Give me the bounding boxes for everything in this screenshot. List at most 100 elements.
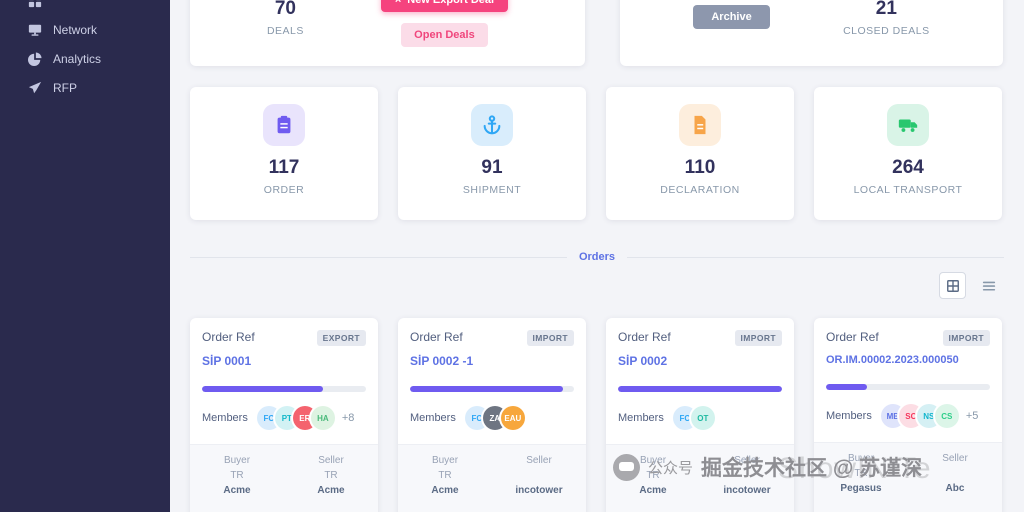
member-avatars: MB SC NS CS bbox=[880, 404, 959, 428]
list-view-button[interactable] bbox=[975, 272, 1002, 299]
member-avatars: FC OT bbox=[672, 406, 715, 430]
order-progress-bar bbox=[826, 384, 990, 390]
buyer-country: TR bbox=[646, 470, 660, 481]
close-icon: × bbox=[395, 0, 401, 6]
stat-label: DECLARATION bbox=[660, 184, 740, 196]
seller-name: incotower bbox=[515, 485, 563, 496]
rfp-icon bbox=[28, 81, 42, 93]
order-ref-link[interactable]: SİP 0001 bbox=[202, 354, 252, 368]
order-type-badge: EXPORT bbox=[316, 330, 366, 346]
closed-deals-stat: 21 CLOSED DEALS bbox=[843, 0, 930, 37]
truck-icon bbox=[887, 104, 929, 146]
extra-members-count[interactable]: +8 bbox=[341, 412, 355, 424]
buyer-column: Buyer TR Acme bbox=[398, 455, 492, 512]
closed-deals-card: Archive 21 CLOSED DEALS bbox=[620, 0, 1003, 66]
grid-view-button[interactable] bbox=[939, 272, 966, 299]
closed-deals-label: CLOSED DEALS bbox=[843, 24, 930, 37]
deals-card: 70 DEALS ×New Export Deal Open Deals bbox=[190, 0, 585, 66]
order-ref-link[interactable]: SİP 0002 bbox=[618, 354, 668, 368]
order-parties: Buyer TR Acme Seller TR Acme bbox=[190, 444, 378, 512]
buyer-label: Buyer bbox=[639, 455, 667, 466]
list-view-icon bbox=[982, 281, 995, 291]
buyer-country: TR bbox=[438, 470, 452, 481]
order-progress-bar bbox=[410, 386, 574, 392]
order-ref-link[interactable]: SİP 0002 -1 bbox=[410, 354, 474, 368]
order-card[interactable]: Order Ref EXPORT SİP 0001 Members FC PT … bbox=[190, 318, 378, 512]
avatar[interactable]: EAU bbox=[500, 406, 525, 430]
seller-name: incotower bbox=[723, 485, 771, 496]
stat-value: 110 bbox=[684, 157, 716, 178]
grid-view-icon bbox=[946, 279, 959, 292]
seller-country: TR bbox=[324, 470, 338, 481]
order-ref-label: Order Ref bbox=[202, 330, 255, 344]
buyer-column: Buyer TR Pegasus bbox=[814, 453, 908, 512]
stats-row: 117 ORDER 91 SHIPMENT 110 DECLARATION bbox=[190, 87, 1002, 220]
sidebar-item-analytics[interactable]: Analytics bbox=[0, 44, 170, 73]
buyer-label: Buyer bbox=[431, 455, 459, 466]
order-ref-link[interactable]: OR.IM.00002.2023.000050 bbox=[826, 354, 959, 366]
buyer-label: Buyer bbox=[847, 453, 875, 464]
seller-column: Seller incotower bbox=[492, 455, 586, 512]
open-deals-button[interactable]: Open Deals bbox=[401, 22, 488, 47]
extra-members-count[interactable]: +5 bbox=[965, 410, 979, 422]
deals-count: 70 bbox=[274, 0, 296, 19]
order-progress-bar bbox=[202, 386, 366, 392]
stat-value: 91 bbox=[481, 157, 503, 178]
order-card[interactable]: Order Ref IMPORT OR.IM.00002.2023.000050… bbox=[814, 318, 1002, 512]
sidebar-item-label: RFP bbox=[53, 80, 77, 95]
buyer-name: Acme bbox=[431, 485, 459, 496]
stat-card-order: 117 ORDER bbox=[190, 87, 378, 220]
grid-icon bbox=[28, 1, 42, 7]
sidebar: Network Analytics RFP bbox=[0, 0, 170, 512]
buyer-name: Acme bbox=[223, 485, 251, 496]
anchor-icon bbox=[471, 104, 513, 146]
buyer-label: Buyer bbox=[223, 455, 251, 466]
members-label: Members bbox=[202, 412, 248, 424]
seller-name: Acme bbox=[317, 485, 345, 496]
stat-value: 264 bbox=[892, 157, 924, 178]
archive-button[interactable]: Archive bbox=[693, 5, 770, 29]
avatar[interactable]: HA bbox=[310, 406, 335, 430]
sidebar-item-rfp[interactable]: RFP bbox=[0, 73, 170, 102]
order-ref-label: Order Ref bbox=[618, 330, 671, 344]
stat-card-declaration: 110 DECLARATION bbox=[606, 87, 794, 220]
analytics-icon bbox=[28, 51, 42, 66]
members-label: Members bbox=[618, 412, 664, 424]
seller-name: Abc bbox=[945, 483, 965, 494]
stat-label: ORDER bbox=[263, 184, 305, 196]
seller-label: Seller bbox=[318, 455, 344, 466]
buyer-column: Buyer TR Acme bbox=[606, 455, 700, 512]
sidebar-item-network[interactable]: Network bbox=[0, 15, 170, 44]
avatar[interactable]: CS bbox=[934, 404, 959, 428]
members-label: Members bbox=[826, 410, 872, 422]
new-export-deal-button[interactable]: ×New Export Deal bbox=[380, 0, 509, 12]
order-type-badge: IMPORT bbox=[526, 330, 574, 346]
seller-label: Seller bbox=[734, 455, 760, 466]
network-icon bbox=[28, 24, 42, 36]
stat-card-shipment: 91 SHIPMENT bbox=[398, 87, 586, 220]
sidebar-item-top[interactable] bbox=[0, 0, 170, 15]
seller-country bbox=[492, 470, 586, 483]
divider-line bbox=[627, 256, 1005, 258]
seller-country bbox=[908, 468, 1002, 481]
stat-label: SHIPMENT bbox=[462, 184, 522, 196]
stat-value: 117 bbox=[268, 157, 300, 178]
order-parties: Buyer TR Acme Seller incotower bbox=[606, 444, 794, 512]
order-card[interactable]: Order Ref IMPORT SİP 0002 -1 Members FC … bbox=[398, 318, 586, 512]
order-type-badge: IMPORT bbox=[942, 330, 990, 346]
stat-label: LOCAL TRANSPORT bbox=[853, 184, 963, 196]
seller-label: Seller bbox=[526, 455, 552, 466]
avatar[interactable]: OT bbox=[690, 406, 715, 430]
deals-row: 70 DEALS ×New Export Deal Open Deals Arc… bbox=[190, 0, 1003, 66]
deals-label: DEALS bbox=[266, 24, 304, 37]
member-avatars: FC PT ER HA bbox=[256, 406, 335, 430]
deals-stat: 70 DEALS bbox=[267, 0, 304, 37]
order-card[interactable]: Order Ref IMPORT SİP 0002 Members FC OT … bbox=[606, 318, 794, 512]
clipboard-icon bbox=[263, 104, 305, 146]
sidebar-item-label: Network bbox=[53, 22, 98, 37]
orders-divider-label: Orders bbox=[578, 251, 616, 263]
buyer-country: TR bbox=[854, 468, 868, 479]
divider-line bbox=[190, 256, 567, 258]
sidebar-item-label: Analytics bbox=[53, 51, 102, 66]
